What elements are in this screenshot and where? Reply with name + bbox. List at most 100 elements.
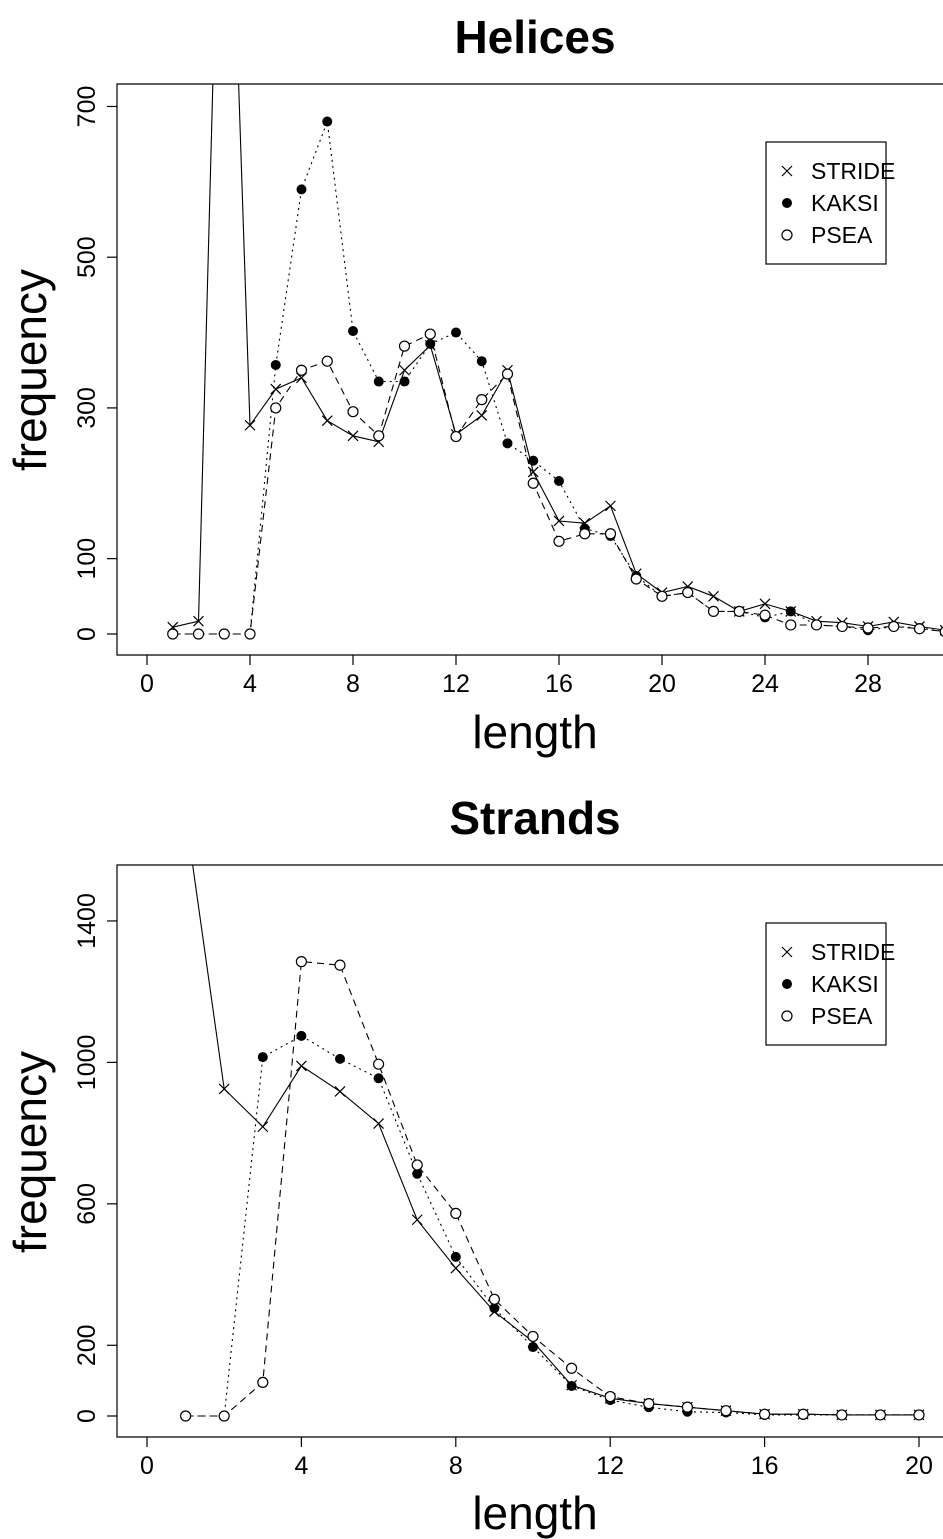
data-point (604, 1390, 616, 1403)
data-point (270, 359, 281, 370)
data-point (501, 368, 514, 380)
data-point (192, 628, 205, 640)
x-tick-label: 28 (854, 670, 882, 698)
data-point (527, 1330, 539, 1343)
chart-title: Strands (449, 792, 620, 844)
x-tick-label: 16 (545, 670, 573, 698)
data-point (451, 327, 461, 338)
x-axis-label: length (472, 1487, 597, 1539)
data-point (720, 1405, 732, 1417)
y-tick-label: 500 (73, 236, 101, 278)
data-point (797, 1408, 809, 1420)
x-axis-label: length (472, 706, 597, 758)
y-tick-label: 600 (73, 1183, 101, 1225)
legend-label: PSEA (811, 222, 873, 248)
data-point (450, 430, 462, 443)
data-point (399, 376, 410, 387)
data-point (322, 116, 333, 127)
data-point (373, 430, 385, 442)
data-point (913, 1409, 925, 1421)
data-point (476, 410, 488, 421)
data-point (244, 419, 256, 431)
x-tick-label: 20 (648, 670, 676, 698)
data-point (347, 430, 359, 442)
data-point (399, 364, 410, 376)
tick-layer: 0 4 8 12 16 20 24 28 0 100 300 500 700 (73, 86, 882, 698)
legend: STRIDE KAKSI PSEA (765, 922, 895, 1046)
legend-marker (781, 1010, 793, 1022)
data-point (373, 376, 384, 387)
data-point (707, 605, 720, 617)
chart-strands: Strands length frequency 0 4 8 12 16 20020060… (4, 792, 943, 1539)
data-point (888, 620, 900, 633)
data-point (527, 477, 539, 489)
data-point (708, 590, 719, 602)
data-point (733, 605, 745, 617)
data-point (296, 184, 307, 195)
data-point (218, 1410, 230, 1422)
data-point (565, 1362, 578, 1374)
x-tick-label: 16 (751, 1452, 779, 1480)
data-point (270, 383, 282, 395)
data-point (502, 438, 513, 449)
legend-marker (781, 165, 793, 177)
y-tick-label: 200 (73, 1324, 101, 1366)
x-tick-label: 8 (346, 670, 360, 698)
data-point (411, 1214, 423, 1226)
x-tick-label: 12 (596, 1452, 624, 1480)
data-point (489, 1303, 500, 1314)
data-point (862, 622, 874, 634)
data-point (758, 1408, 771, 1420)
data-point (181, 810, 191, 820)
data-point (682, 586, 694, 599)
legend-marker (781, 229, 793, 241)
y-axis-label: frequency (4, 1051, 56, 1253)
data-point (398, 340, 411, 352)
data-point (295, 364, 308, 376)
y-tick-label: 300 (73, 387, 101, 429)
x-tick-label: 20 (905, 1452, 933, 1480)
data-point (347, 406, 359, 418)
y-tick-label: 0 (73, 1409, 101, 1423)
data-point (630, 573, 642, 585)
data-point (939, 626, 943, 637)
data-point (874, 1409, 887, 1421)
series-psea (180, 956, 925, 1422)
data-point (257, 1376, 269, 1389)
series-layer (167, 84, 943, 640)
data-point (180, 1410, 192, 1422)
data-point (528, 455, 539, 466)
data-point (476, 356, 487, 367)
data-point (810, 619, 823, 631)
data-point (759, 609, 771, 621)
chart-helices: Helices length frequency 0 4 8 12 16 20 24 28 0 1… (4, 11, 943, 758)
data-point (424, 328, 436, 340)
x-tick-label: 0 (140, 1452, 154, 1480)
y-tick-label: 0 (73, 627, 101, 641)
legend-label: STRIDE (811, 158, 895, 184)
y-tick-label: 1000 (73, 1035, 101, 1091)
data-point (553, 515, 565, 527)
data-point (295, 1060, 307, 1072)
data-point (553, 535, 565, 547)
data-point (681, 1401, 694, 1413)
data-point (759, 598, 771, 610)
legend-marker (782, 979, 792, 989)
data-point (295, 956, 307, 968)
series-kaksi (180, 1030, 924, 1421)
data-point (270, 402, 282, 414)
legend-label: PSEA (811, 1003, 873, 1029)
series-line (185, 1035, 919, 1417)
data-point (450, 1207, 462, 1219)
legend: STRIDE KAKSI PSEA (765, 141, 895, 265)
data-point (643, 1398, 655, 1410)
data-point (335, 1053, 345, 1064)
data-point (296, 1030, 307, 1041)
series-psea (167, 328, 943, 640)
data-point (167, 628, 179, 640)
y-axis-label: frequency (4, 269, 56, 471)
y-tick-label: 100 (73, 538, 101, 580)
data-point (244, 628, 256, 640)
data-point (836, 1409, 848, 1421)
